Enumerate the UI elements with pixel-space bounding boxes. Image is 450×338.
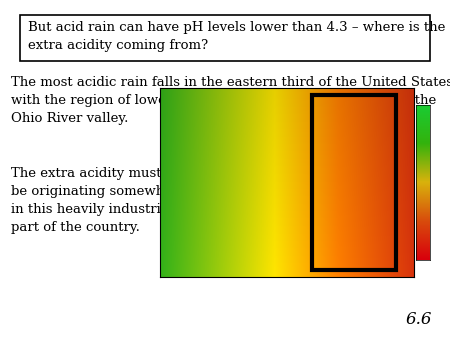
Bar	[20, 15, 430, 61]
Text: But acid rain can have pH levels lower than 4.3 – where is the
extra acidity com: But acid rain can have pH levels lower t…	[28, 21, 446, 52]
Text: The extra acidity must
be originating somewhere
in this heavily industrialized
p: The extra acidity must be originating so…	[11, 167, 201, 234]
Text: The most acidic rain falls in the eastern third of the United States,
with the r: The most acidic rain falls in the easter…	[11, 76, 450, 125]
Bar	[312, 95, 396, 270]
Text: 6.6: 6.6	[405, 311, 432, 328]
